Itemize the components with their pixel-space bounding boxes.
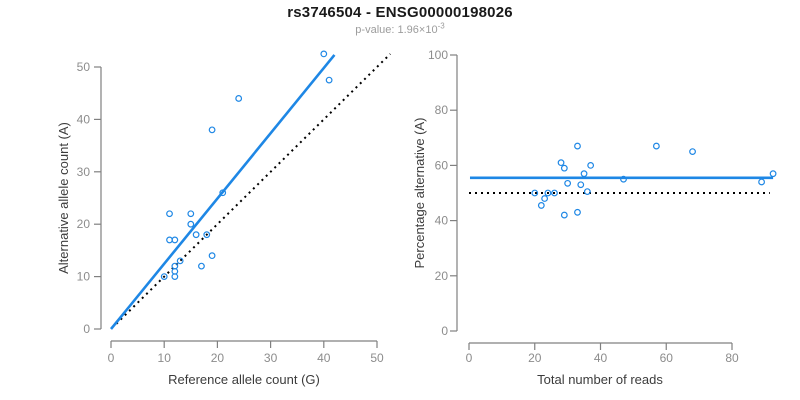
left-data-point (171, 262, 179, 270)
pvalue-subtitle: p-value: 1.96×10-3 (0, 21, 800, 36)
left-y-tick-label: 0 (83, 322, 90, 336)
left-x-tick-label: 40 (317, 351, 331, 365)
pvalue-text: p-value: 1.96×10 (355, 24, 438, 36)
right-y-tick-label: 80 (435, 103, 449, 117)
page-title: rs3746504 - ENSG00000198026 (287, 4, 513, 21)
right-data-point (544, 189, 552, 197)
left-data-point (192, 231, 200, 239)
right-y-tick-label: 40 (435, 214, 449, 228)
right-data-point (560, 211, 568, 219)
left-data-point (187, 210, 195, 218)
left-data-point (325, 76, 333, 84)
left-data-point (198, 262, 205, 270)
right-x-axis-title: Total number of reads (537, 372, 663, 387)
fit-line (109, 54, 336, 330)
left-y-tick-label: 10 (77, 270, 91, 284)
right-data-point (564, 179, 572, 187)
right-data-point (769, 170, 777, 178)
left-y-tick-label: 40 (77, 112, 91, 126)
right-y-tick-label: 100 (428, 48, 448, 62)
right-data-point (689, 148, 696, 156)
right-data-point (551, 189, 558, 197)
right-data-point (758, 178, 765, 186)
right-data-point (531, 189, 539, 197)
right-x-tick-label: 80 (725, 351, 739, 365)
right-y-axis-title: Percentage alternative (A) (412, 117, 427, 268)
right-y-tick-label: 0 (441, 324, 448, 338)
identity-line (115, 53, 392, 325)
left-data-point (171, 236, 179, 244)
left-x-tick-label: 20 (211, 351, 225, 365)
right-data-point (652, 142, 660, 150)
left-y-tick-label: 30 (77, 165, 91, 179)
right-data-point (580, 170, 588, 178)
left-data-point (166, 210, 173, 218)
left-x-tick-label: 30 (264, 351, 278, 365)
left-data-point (176, 257, 184, 265)
right-data-point (537, 202, 545, 209)
right-x-tick-label: 0 (466, 351, 473, 365)
right-data-point (587, 161, 595, 169)
right-data-point (557, 159, 565, 167)
left-y-tick-label: 20 (77, 217, 91, 231)
left-data-point (219, 189, 227, 197)
left-y-tick-label: 50 (77, 60, 91, 74)
right-x-tick-label: 40 (594, 351, 608, 365)
right-x-tick-label: 60 (660, 351, 674, 365)
left-data-point (208, 252, 216, 260)
left-data-point (235, 95, 243, 102)
right-data-point (560, 164, 568, 172)
left-x-tick-label: 10 (158, 351, 172, 365)
right-data-point (583, 188, 591, 196)
right-y-tick-label: 20 (435, 269, 449, 283)
right-data-point (574, 208, 581, 216)
right-data-point (620, 175, 627, 183)
right-data-point (541, 195, 549, 202)
right-x-tick-label: 20 (528, 351, 542, 365)
left-data-point (160, 273, 168, 281)
left-y-axis-title: Alternative allele count (A) (56, 122, 71, 274)
right-y-tick-label: 60 (435, 158, 449, 172)
left-data-point (320, 50, 328, 58)
left-data-point (208, 126, 216, 134)
left-x-tick-label: 50 (370, 351, 384, 365)
left-data-point (203, 231, 211, 239)
left-data-point (187, 220, 195, 228)
pvalue-exponent: -3 (437, 21, 445, 31)
right-data-point (574, 142, 581, 150)
left-x-tick-label: 0 (108, 351, 115, 365)
right-data-point (577, 181, 585, 189)
left-x-axis-title: Reference allele count (G) (168, 372, 320, 387)
